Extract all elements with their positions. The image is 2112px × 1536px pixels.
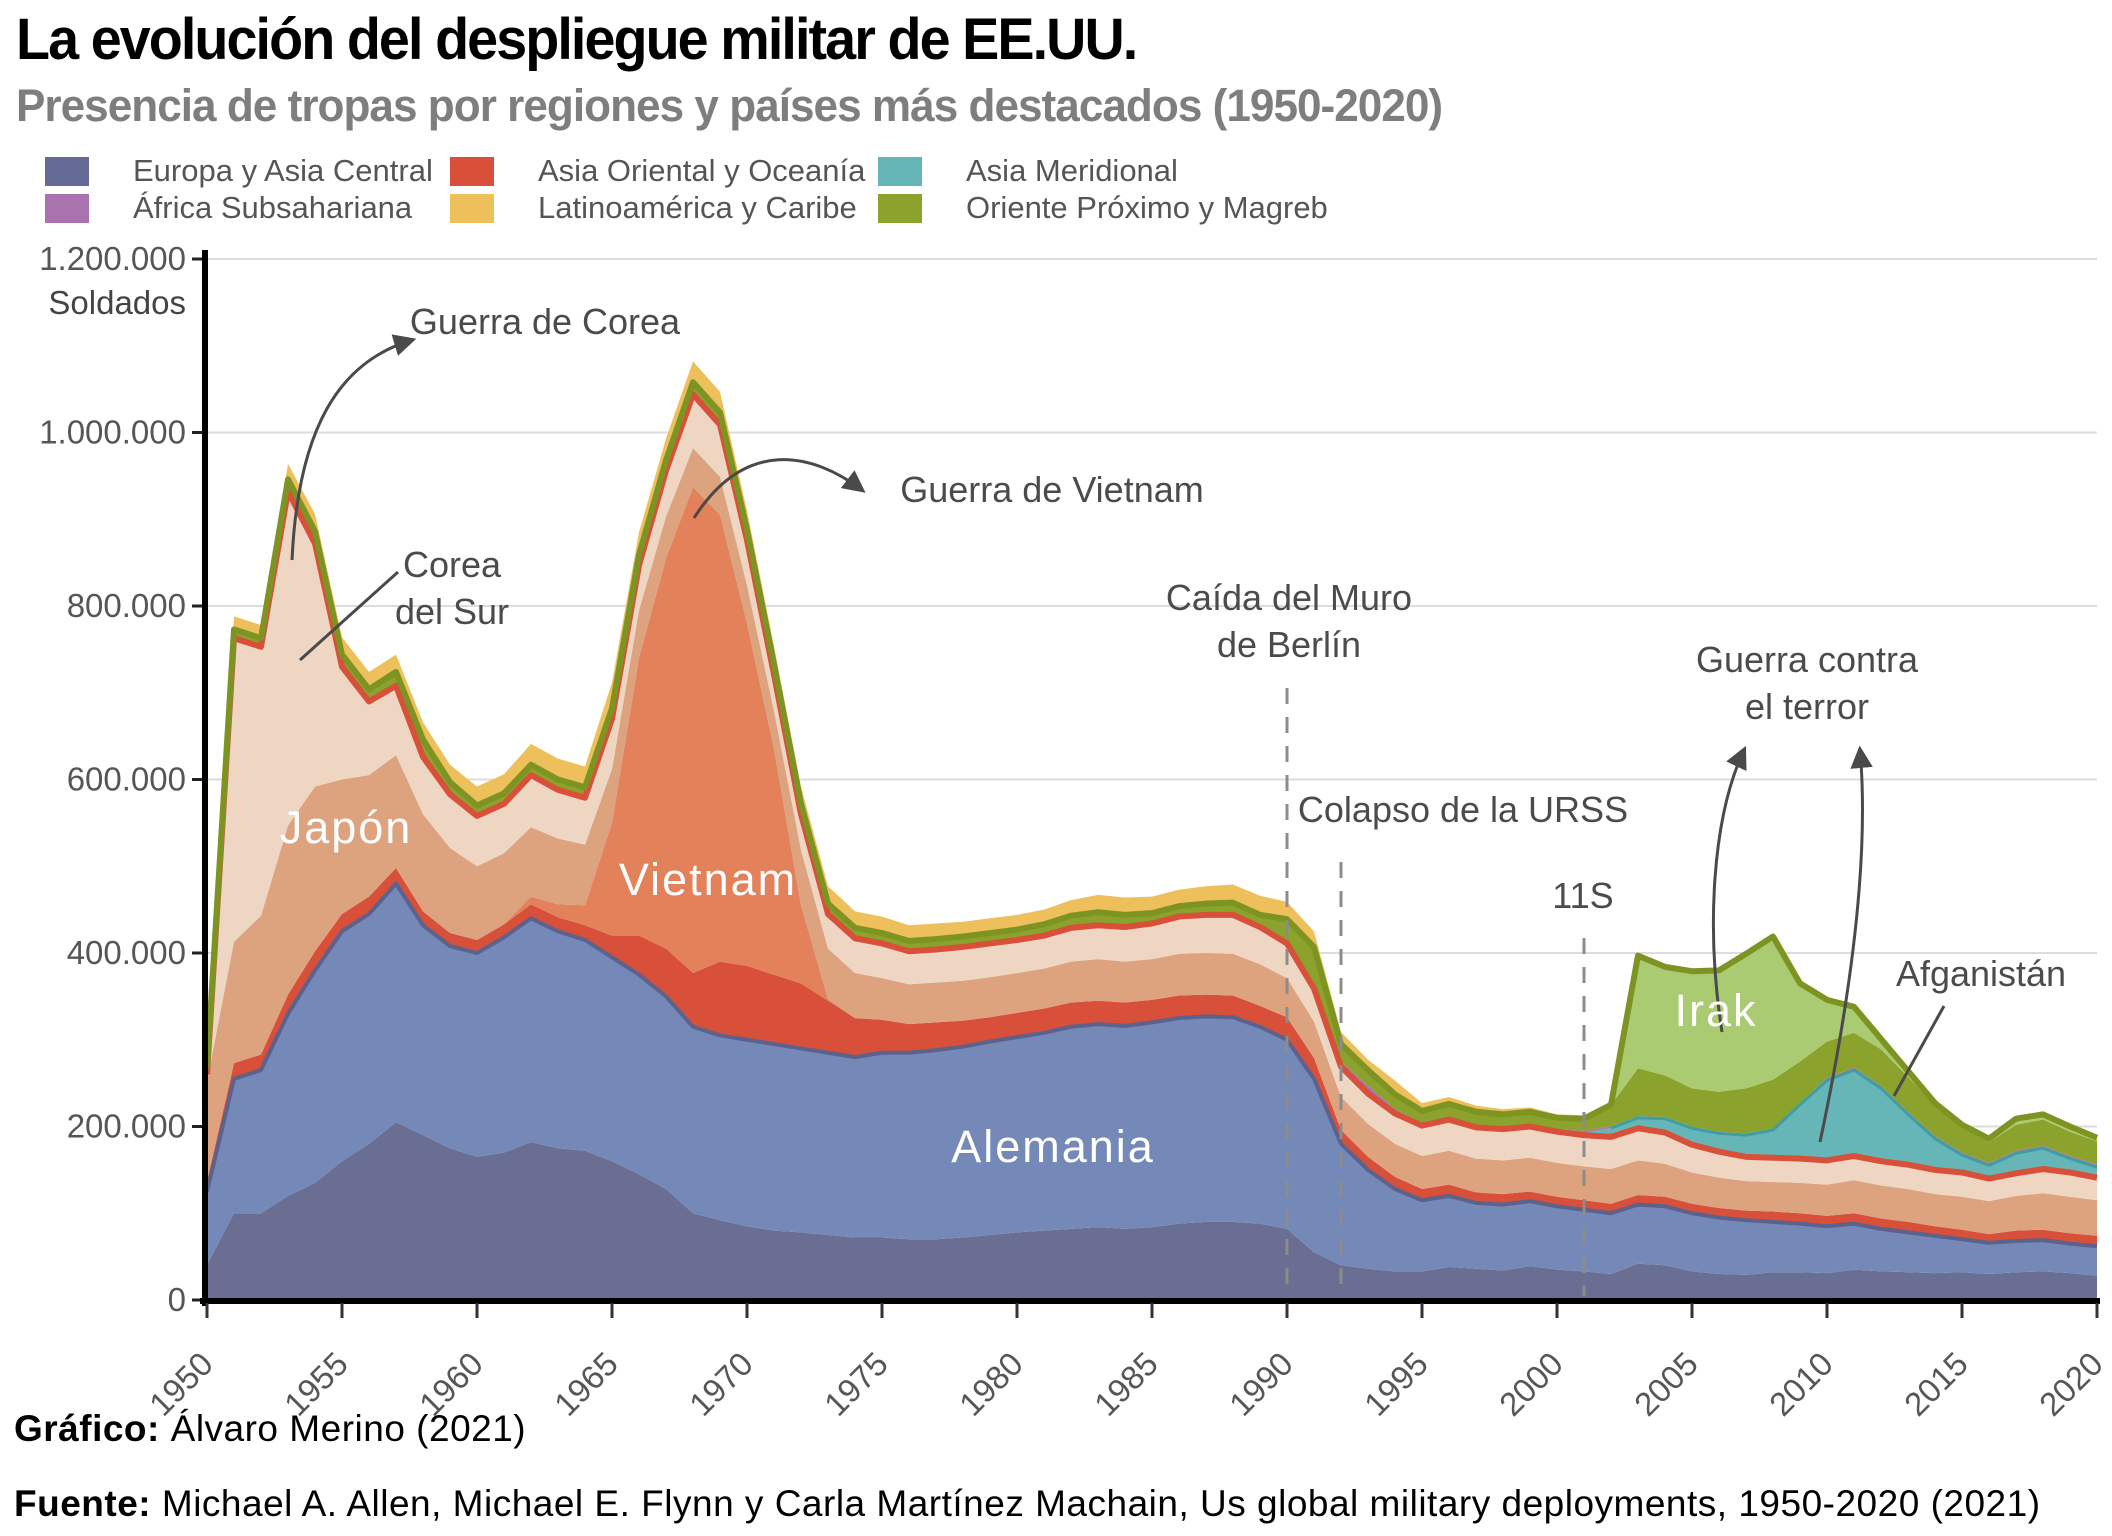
x-tick-label: 2020: [2032, 1345, 2110, 1423]
arrow-terror-afgan: [1818, 745, 1873, 1143]
x-tick-label: 2005: [1627, 1345, 1705, 1423]
legend-swatch: [450, 156, 494, 186]
x-tick-label: 1975: [817, 1345, 895, 1423]
annotation-caida-del-muro: Caída del Muro: [1166, 577, 1412, 618]
arrow-guerra-vietnam: [692, 458, 866, 519]
x-tick-label: 2010: [1762, 1345, 1840, 1423]
legend-item-latinoam-rica-y-caribe: Latinoamérica y Caribe: [450, 190, 857, 226]
page-subtitle: Presencia de tropas por regiones y paíse…: [16, 80, 1443, 131]
legend-swatch: [878, 156, 922, 186]
legend-label: África Subsahariana: [133, 190, 413, 225]
legend-swatch: [45, 193, 89, 223]
y-tick-label: 1.200.000: [39, 240, 186, 277]
area-europe_other: [207, 1122, 2097, 1300]
annotation-guerra-de-corea: Guerra de Corea: [410, 301, 681, 342]
arrow-terror-irak: [1711, 745, 1747, 1033]
legend-item-oriente-pr-ximo-y-magreb: Oriente Próximo y Magreb: [878, 190, 1328, 226]
area-label-vietnam: Vietnam: [619, 854, 797, 905]
credit-source: Fuente: Michael A. Allen, Michael E. Fly…: [14, 1483, 2041, 1525]
credit-author-value: Álvaro Merino (2021): [159, 1408, 527, 1449]
legend-label: Europa y Asia Central: [133, 153, 433, 188]
credit-author-label: Gráfico:: [14, 1408, 160, 1449]
legend-item-europa-y-asia-central: Europa y Asia Central: [45, 153, 433, 189]
x-tick-label: 1965: [547, 1345, 625, 1423]
annotation-guerra-terror: Guerra contra: [1696, 639, 1919, 680]
area-label-irak: Irak: [1674, 985, 1757, 1036]
annotation-colapso-urss: Colapso de la URSS: [1298, 789, 1628, 830]
y-axis-unit-label: Soldados: [48, 284, 186, 321]
x-tick-label: 1995: [1357, 1345, 1435, 1423]
legend-swatch: [878, 193, 922, 223]
legend-swatch: [45, 156, 89, 186]
credit-source-label: Fuente:: [14, 1483, 152, 1524]
region-edge-south_korea: [204, 391, 2098, 1182]
legend-item-asia-meridional: Asia Meridional: [878, 153, 1178, 189]
annotation-guerra-de-vietnam: Guerra de Vietnam: [900, 469, 1204, 510]
area-label-japon: Japón: [280, 802, 413, 853]
area-middle_east_other: [207, 382, 2097, 1165]
legend-label: Oriente Próximo y Magreb: [966, 190, 1328, 225]
legend-item--frica-subsahariana: África Subsahariana: [45, 190, 412, 226]
annotation-corea-del-sur: del Sur: [395, 591, 509, 632]
arrow-guerra-corea: [290, 334, 417, 561]
annotation-guerra-terror: el terror: [1745, 686, 1869, 727]
credit-source-value: Michael A. Allen, Michael E. Flynn y Car…: [151, 1483, 2041, 1524]
x-tick-label: 2000: [1492, 1345, 1570, 1423]
region-edge-germany: [205, 881, 2098, 1249]
region-edge-south_asia: [1610, 1068, 2098, 1169]
legend-item-asia-oriental-y-ocean-a: Asia Oriental y Oceanía: [450, 153, 865, 189]
y-tick-label: 0: [168, 1281, 186, 1318]
area-east_asia_other: [207, 867, 2097, 1247]
area-germany: [207, 883, 2097, 1276]
x-tick-label: 1970: [682, 1345, 760, 1423]
y-tick-label: 400.000: [67, 934, 186, 971]
x-tick-label: 1985: [1087, 1345, 1165, 1423]
x-axis-line: [200, 1298, 2100, 1304]
x-tick-label: 1990: [1222, 1345, 1300, 1423]
x-tick-label: 2015: [1897, 1345, 1975, 1423]
y-tick-label: 600.000: [67, 761, 186, 798]
annotation-corea-del-sur: Corea: [403, 544, 502, 585]
line-corea-del-sur: [298, 570, 400, 662]
area-vietnam: [207, 487, 2097, 1236]
legend-label: Asia Meridional: [966, 153, 1178, 188]
legend-label: Asia Oriental y Oceanía: [538, 153, 866, 188]
page-title: La evolución del despliegue militar de E…: [16, 7, 1138, 72]
annotation-afganistan: Afganistán: [1896, 953, 2066, 994]
region-edge-iraq: [204, 379, 2099, 1142]
y-tick-label: 800.000: [67, 587, 186, 624]
credit-author: Gráfico: Álvaro Merino (2021): [14, 1408, 526, 1450]
y-tick-label: 200.000: [67, 1108, 186, 1145]
legend-label: Latinoamérica y Caribe: [538, 190, 857, 225]
x-tick-label: 1980: [952, 1345, 1030, 1423]
area-label-alemania: Alemania: [951, 1121, 1155, 1172]
annotation-caida-del-muro: de Berlín: [1217, 624, 1361, 665]
legend-swatch: [450, 193, 494, 223]
y-tick-label: 1.000.000: [39, 414, 186, 451]
line-afganistan: [1892, 1005, 1946, 1097]
annotation-once-s: 11S: [1552, 875, 1613, 916]
y-axis-line: [202, 250, 208, 1306]
